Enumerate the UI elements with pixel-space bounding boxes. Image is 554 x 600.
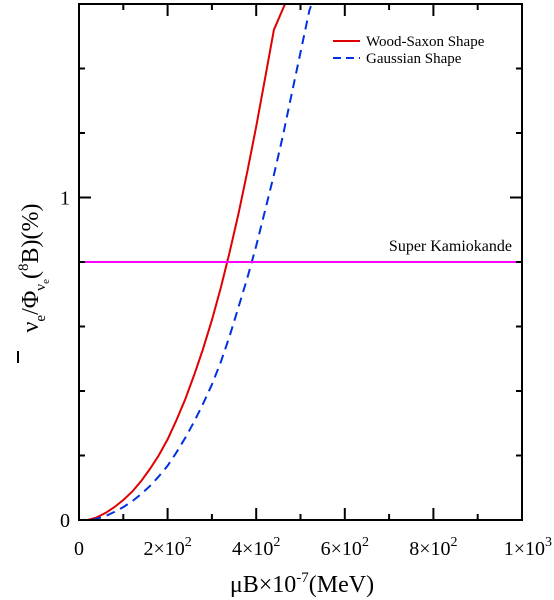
x-tick-label: 0 — [74, 538, 84, 560]
x-tick-labels: 0 2×102 4×102 6×102 8×102 1×103 — [74, 535, 552, 560]
series-line-gaussian-shape — [92, 4, 313, 520]
x-tick-label: 4×102 — [232, 535, 280, 560]
y-tick-label: 1 — [60, 188, 70, 210]
ticks-layer — [78, 4, 523, 521]
y-tick-label: 0 — [60, 510, 70, 532]
legend-label: Gaussian Shape — [366, 51, 462, 67]
x-tick-label: 1×103 — [504, 535, 552, 560]
x-tick-label: 2×102 — [143, 535, 191, 560]
legend-label: Wood-Saxon Shape — [366, 34, 485, 50]
x-tick-label: 6×102 — [321, 535, 369, 560]
svg-text:νe/Φνe(8B)(%): νe/Φνe(8B)(%) — [16, 204, 52, 333]
y-axis-label: νe/Φνe(8B)(%) — [16, 204, 52, 363]
curves-layer — [79, 4, 522, 520]
y-tick-labels: 01 — [60, 188, 70, 533]
x-axis-label: μB×10-7(MeV) — [230, 570, 374, 598]
series-line-wood-saxon-shape — [87, 4, 286, 520]
x-tick-label: 8×102 — [409, 535, 457, 560]
annotation-super-kamiokande: Super Kamiokande — [389, 238, 512, 255]
